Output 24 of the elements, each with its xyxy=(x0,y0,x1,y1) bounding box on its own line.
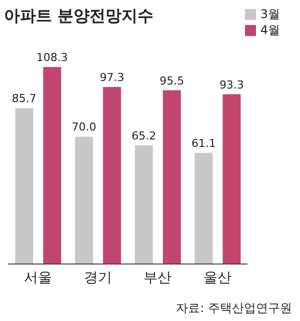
bar xyxy=(194,152,213,264)
data-label: 85.7 xyxy=(12,92,36,106)
x-tick-label: 경기 xyxy=(84,270,112,286)
data-label: 97.3 xyxy=(100,71,124,84)
data-label: 61.1 xyxy=(191,136,216,150)
legend-label: 4월 xyxy=(260,23,280,37)
data-label: 108.3 xyxy=(36,51,68,64)
x-tick-label: 울산 xyxy=(203,270,232,286)
bar xyxy=(134,145,153,264)
data-label: 65.2 xyxy=(132,129,156,142)
bar xyxy=(222,94,241,264)
bar xyxy=(162,90,181,264)
x-tick-label: 서울 xyxy=(24,270,52,286)
data-label: 95.5 xyxy=(160,74,184,88)
bar xyxy=(75,136,94,264)
text: 자료: 주택산업연구원 xyxy=(176,300,292,317)
legend-label: 3월 xyxy=(260,7,280,21)
bar xyxy=(15,108,34,264)
chart-title: 아파트 분양전망지수 xyxy=(4,6,154,27)
data-label: 70.0 xyxy=(72,120,96,134)
x-tick-label: 부산 xyxy=(144,270,172,286)
bar xyxy=(43,67,62,264)
data-label: 93.3 xyxy=(219,78,244,92)
bar xyxy=(103,87,122,264)
